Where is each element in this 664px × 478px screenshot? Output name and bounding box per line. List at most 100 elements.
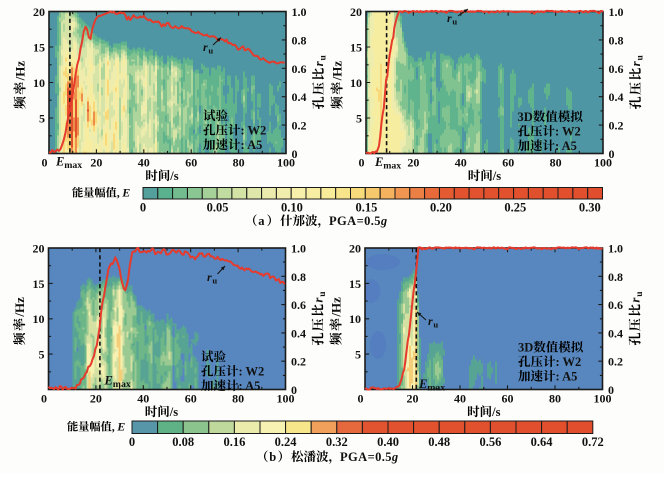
svg-text:80: 80 [232,392,244,406]
svg-text:u: u [208,46,213,56]
svg-text:0.2: 0.2 [291,355,306,369]
svg-text:0.05: 0.05 [207,201,229,215]
svg-text:5: 5 [356,112,362,126]
svg-text:: W2: : W2 [556,355,582,369]
svg-text:0: 0 [292,147,298,161]
svg-text:max: max [427,383,445,394]
svg-text:/Hz: /Hz [329,297,344,318]
svg-text:g: g [391,450,398,464]
svg-text:0: 0 [609,147,615,161]
svg-text:E: E [104,374,113,388]
svg-text:/Hz: /Hz [13,61,28,82]
svg-text:0.6: 0.6 [291,298,306,312]
svg-text:0.4: 0.4 [292,90,307,104]
svg-text:0.16: 0.16 [223,435,245,449]
svg-text:b: b [269,450,276,464]
svg-text:r: r [428,314,433,328]
svg-text:0.10: 0.10 [281,201,303,215]
svg-text:80: 80 [550,156,562,170]
svg-text:10: 10 [33,76,45,90]
svg-text:,: , [112,420,115,434]
svg-text:r: r [628,60,643,66]
svg-text:1.0: 1.0 [609,5,624,19]
svg-text:0.20: 0.20 [430,201,452,215]
svg-text:0.48: 0.48 [428,435,450,449]
svg-text:60: 60 [185,392,197,406]
svg-text:20: 20 [33,5,45,19]
svg-text:: A5: : A5 [555,139,577,153]
svg-text:0.4: 0.4 [608,326,623,340]
svg-text:0.4: 0.4 [609,90,624,104]
svg-text:/s: /s [169,169,178,183]
svg-text:E: E [121,186,130,200]
svg-text:/Hz: /Hz [12,297,27,318]
svg-text:u: u [433,320,438,330]
svg-text:60: 60 [502,156,514,170]
svg-text:0: 0 [291,383,297,397]
svg-text:0.64: 0.64 [531,435,554,449]
svg-text:0: 0 [359,156,365,170]
svg-text:40: 40 [455,156,467,170]
svg-text:/s: /s [491,405,500,419]
svg-text:u: u [212,276,217,286]
svg-text:r: r [311,297,326,303]
svg-text:: A5: : A5 [556,370,578,384]
svg-text:g: g [380,214,387,228]
svg-text:80: 80 [233,156,245,170]
svg-text:r: r [311,60,326,66]
svg-text:a: a [258,214,265,228]
svg-text:0.72: 0.72 [582,435,604,449]
svg-text:0: 0 [41,392,47,406]
svg-text:max: max [64,160,82,171]
svg-text:0.08: 0.08 [172,435,194,449]
svg-text:15: 15 [350,41,362,55]
svg-text:u: u [636,55,646,61]
svg-text:0.30: 0.30 [579,201,601,215]
svg-text:u: u [318,291,328,297]
svg-text:1.0: 1.0 [292,5,307,19]
svg-text:r: r [203,40,208,54]
svg-text:5: 5 [39,112,45,126]
svg-text:u: u [635,291,645,297]
svg-text:20: 20 [407,156,419,170]
svg-text:3D: 3D [518,341,533,355]
svg-text:20: 20 [349,242,361,256]
svg-text:10: 10 [349,312,361,326]
svg-text:0: 0 [129,435,135,449]
svg-text:0.25: 0.25 [504,201,526,215]
svg-text:40: 40 [137,392,149,406]
svg-text:/Hz: /Hz [330,61,345,82]
svg-text:100: 100 [277,156,295,170]
svg-text:0: 0 [140,201,146,215]
svg-text:0.40: 0.40 [377,435,399,449]
svg-text:0.2: 0.2 [609,119,624,133]
svg-text:0.2: 0.2 [292,119,307,133]
svg-text:0.6: 0.6 [608,298,623,312]
svg-text:0.8: 0.8 [292,33,307,47]
svg-text:10: 10 [33,312,45,326]
svg-text:3D: 3D [518,110,533,124]
svg-text:u: u [452,17,457,27]
svg-text:20: 20 [33,242,45,256]
svg-text:10: 10 [350,76,362,90]
svg-text:0.6: 0.6 [609,62,624,76]
svg-text:20: 20 [90,392,102,406]
svg-text:/s: /s [169,405,178,419]
svg-text:0.56: 0.56 [479,435,501,449]
svg-text:40: 40 [454,392,466,406]
svg-text:0.8: 0.8 [608,270,623,284]
svg-text:0.15: 0.15 [355,201,377,215]
svg-text:0.6: 0.6 [292,62,307,76]
svg-text:: W2: : W2 [239,365,265,379]
svg-text:: W2: : W2 [555,125,581,139]
svg-text:r: r [207,270,212,284]
svg-text:r: r [447,11,452,25]
svg-text:15: 15 [349,277,361,291]
svg-text:E: E [116,420,125,434]
svg-text:PGA=0.5: PGA=0.5 [340,450,392,464]
svg-text:0.8: 0.8 [291,270,306,284]
svg-text:20: 20 [90,156,102,170]
svg-text:1.0: 1.0 [608,242,623,256]
svg-text:: A5: : A5 [241,138,263,152]
svg-text:: A5: : A5 [239,379,261,393]
